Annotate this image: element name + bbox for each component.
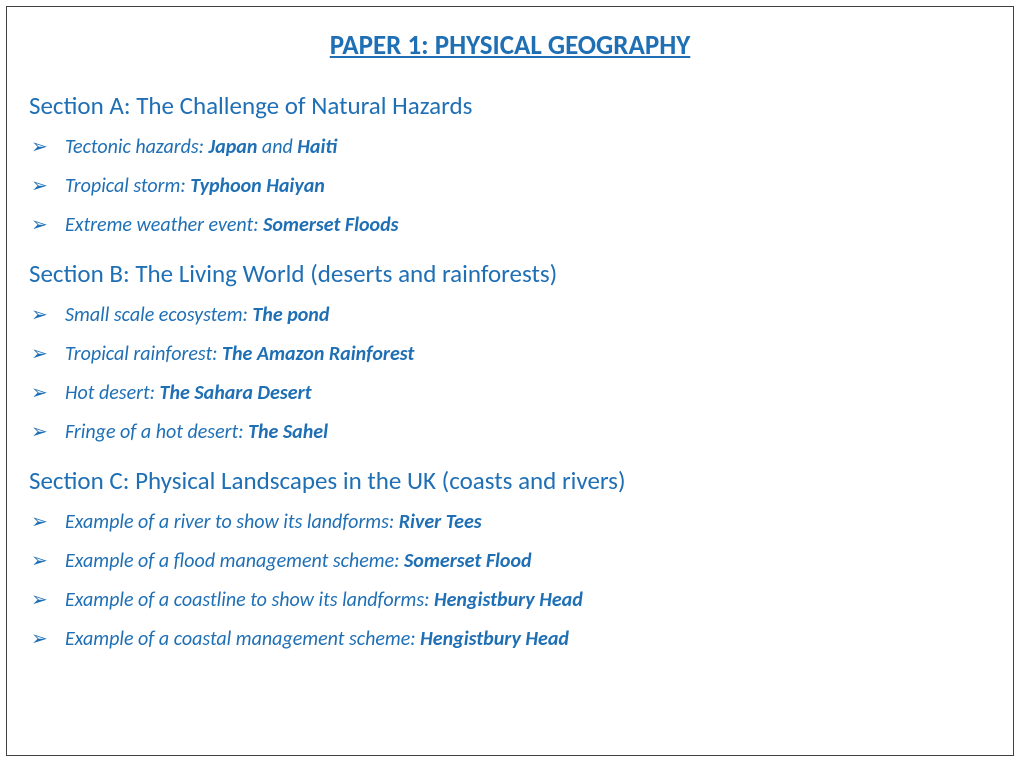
- list-item: ➢ Example of a river to show its landfor…: [29, 510, 991, 535]
- chevron-right-icon: ➢: [31, 303, 48, 328]
- chevron-right-icon: ➢: [31, 549, 48, 574]
- item-prefix: Tectonic hazards:: [65, 135, 209, 159]
- item-bold: River Tees: [399, 510, 482, 534]
- item-prefix: Fringe of a hot desert:: [65, 420, 248, 444]
- list-item: ➢ Example of a coastal management scheme…: [29, 627, 991, 652]
- page-title: PAPER 1: PHYSICAL GEOGRAPHY: [29, 29, 991, 62]
- chevron-right-icon: ➢: [31, 420, 48, 445]
- list-item: ➢ Small scale ecosystem: The pond: [29, 303, 991, 328]
- item-prefix: Tropical storm:: [65, 174, 190, 198]
- section-a-heading: Section A: The Challenge of Natural Haza…: [29, 90, 991, 121]
- item-prefix: Example of a coastal management scheme:: [65, 627, 420, 651]
- list-item: ➢ Tropical storm: Typhoon Haiyan: [29, 174, 991, 199]
- item-bold: Somerset Flood: [404, 549, 532, 573]
- chevron-right-icon: ➢: [31, 627, 48, 652]
- item-bold: Somerset Floods: [263, 213, 398, 237]
- list-item: ➢ Example of a flood management scheme: …: [29, 549, 991, 574]
- section-a-list: ➢ Tectonic hazards: Japan and Haiti ➢ Tr…: [29, 135, 991, 238]
- item-mid: and: [257, 135, 297, 159]
- list-item: ➢ Example of a coastline to show its lan…: [29, 588, 991, 613]
- section-b-list: ➢ Small scale ecosystem: The pond ➢ Trop…: [29, 303, 991, 445]
- list-item: ➢ Fringe of a hot desert: The Sahel: [29, 420, 991, 445]
- item-bold: The pond: [252, 303, 329, 327]
- item-prefix: Small scale ecosystem:: [65, 303, 252, 327]
- chevron-right-icon: ➢: [31, 135, 48, 160]
- item-bold: Hengistbury Head: [434, 588, 583, 612]
- item-bold: Haiti: [297, 135, 337, 159]
- item-prefix: Example of a flood management scheme:: [65, 549, 404, 573]
- item-bold: The Sahel: [248, 420, 328, 444]
- item-bold: The Sahara Desert: [160, 381, 312, 405]
- chevron-right-icon: ➢: [31, 213, 48, 238]
- section-b-heading: Section B: The Living World (deserts and…: [29, 258, 991, 289]
- item-prefix: Example of a river to show its landforms…: [65, 510, 399, 534]
- item-bold: The Amazon Rainforest: [222, 342, 414, 366]
- section-c-list: ➢ Example of a river to show its landfor…: [29, 510, 991, 652]
- item-bold: Japan: [209, 135, 258, 159]
- list-item: ➢ Hot desert: The Sahara Desert: [29, 381, 991, 406]
- section-c-heading: Section C: Physical Landscapes in the UK…: [29, 465, 991, 496]
- item-prefix: Hot desert:: [65, 381, 160, 405]
- item-prefix: Example of a coastline to show its landf…: [65, 588, 434, 612]
- list-item: ➢ Tectonic hazards: Japan and Haiti: [29, 135, 991, 160]
- chevron-right-icon: ➢: [31, 510, 48, 535]
- item-prefix: Extreme weather event:: [65, 213, 263, 237]
- item-prefix: Tropical rainforest:: [65, 342, 222, 366]
- list-item: ➢ Extreme weather event: Somerset Floods: [29, 213, 991, 238]
- list-item: ➢ Tropical rainforest: The Amazon Rainfo…: [29, 342, 991, 367]
- chevron-right-icon: ➢: [31, 588, 48, 613]
- chevron-right-icon: ➢: [31, 174, 48, 199]
- item-bold: Hengistbury Head: [420, 627, 569, 651]
- item-bold: Typhoon Haiyan: [190, 174, 325, 198]
- page-frame: PAPER 1: PHYSICAL GEOGRAPHY Section A: T…: [6, 6, 1014, 756]
- chevron-right-icon: ➢: [31, 342, 48, 367]
- chevron-right-icon: ➢: [31, 381, 48, 406]
